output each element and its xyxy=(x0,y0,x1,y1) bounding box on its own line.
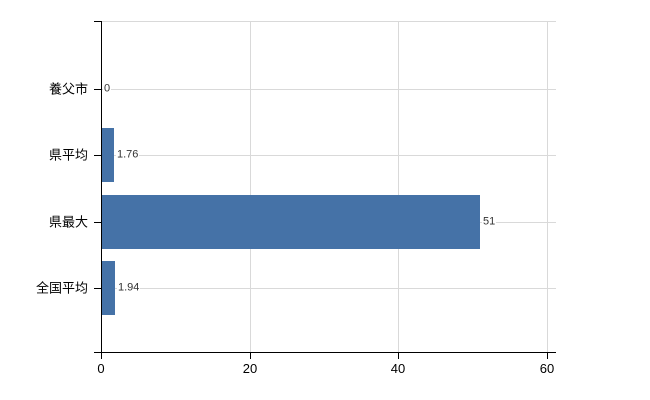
bar-value-label: 0 xyxy=(103,82,112,96)
category-label: 県平均 xyxy=(48,147,88,163)
y-axis-tick xyxy=(94,222,101,223)
y-axis-tick xyxy=(94,288,101,289)
x-tick-label: 60 xyxy=(539,361,555,376)
plot-top-border xyxy=(101,21,556,22)
vertical-gridline xyxy=(398,21,399,352)
x-axis-tick xyxy=(398,352,399,359)
y-axis-tick xyxy=(94,352,101,353)
category-label: 全国平均 xyxy=(35,280,88,296)
y-axis-tick xyxy=(94,21,101,22)
y-axis-tick xyxy=(94,155,101,156)
category-label: 県最大 xyxy=(48,214,88,230)
x-axis xyxy=(101,352,556,353)
x-tick-label: 0 xyxy=(97,361,105,376)
bar xyxy=(101,128,114,182)
bar-value-label: 51 xyxy=(482,215,497,229)
x-axis-tick xyxy=(250,352,251,359)
horizontal-gridline xyxy=(101,155,556,156)
vertical-gridline xyxy=(250,21,251,352)
category-label: 養父市 xyxy=(48,81,88,97)
x-tick-label: 20 xyxy=(242,361,258,376)
bar xyxy=(101,195,480,249)
y-axis-tick xyxy=(94,89,101,90)
bar-value-label: 1.94 xyxy=(117,281,141,295)
horizontal-gridline xyxy=(101,288,556,289)
y-axis xyxy=(101,21,102,353)
horizontal-gridline xyxy=(101,89,556,90)
x-tick-label: 40 xyxy=(390,361,406,376)
x-axis-tick xyxy=(101,352,102,359)
bar xyxy=(101,261,115,315)
x-axis-tick xyxy=(547,352,548,359)
bar-value-label: 1.76 xyxy=(116,148,140,162)
vertical-gridline xyxy=(547,21,548,352)
